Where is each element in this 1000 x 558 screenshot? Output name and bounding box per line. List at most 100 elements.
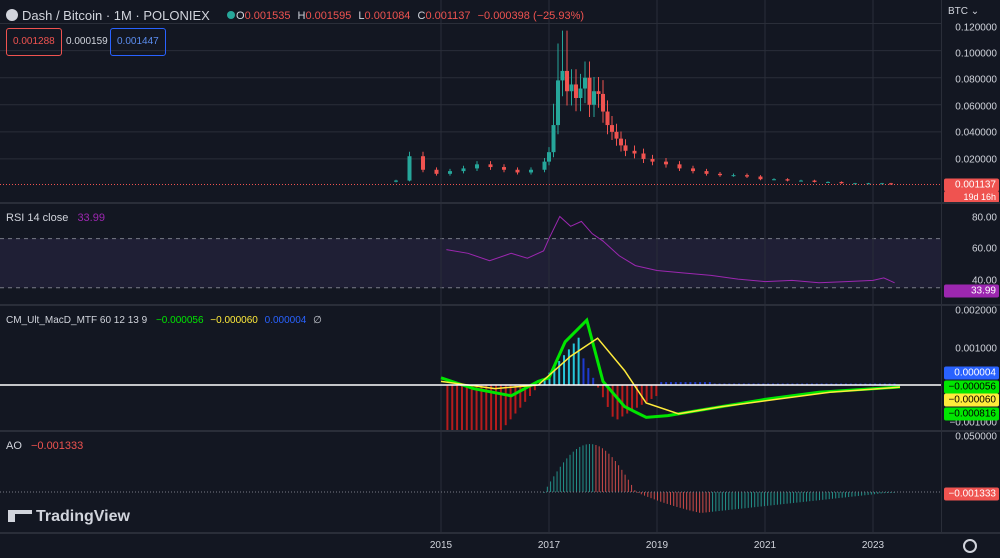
macd-histogram-bar [558, 361, 561, 385]
macd-histogram-bar [616, 385, 619, 420]
ao-histogram-bar [553, 476, 555, 492]
ao-histogram-bar [588, 444, 590, 492]
settings-gear-icon[interactable] [963, 539, 977, 553]
candle-body [758, 176, 763, 180]
open-value: 0.001535 [244, 10, 291, 22]
rsi-title: RSI 14 close [6, 212, 69, 224]
symbol-title[interactable]: Dash / Bitcoin · 1M · POLONIEX [6, 8, 236, 23]
macd-histogram-bar [490, 385, 493, 430]
ao-histogram-bar [669, 492, 671, 505]
currency-button[interactable]: BTC ⌄ [948, 6, 980, 17]
price-pane[interactable]: Dash / Bitcoin · 1M · POLONIEX O0.001535… [0, 0, 941, 202]
macd-histogram-bar [635, 385, 638, 408]
price-tick: 0.120000 [955, 22, 997, 34]
ao-histogram-bar [663, 492, 665, 503]
buy-price-button[interactable]: 0.001447 [110, 28, 166, 56]
time-tick: 2017 [537, 540, 561, 551]
macd-histogram-bar [543, 378, 546, 385]
rsi-legend[interactable]: RSI 14 close 33.99 [6, 212, 105, 224]
rsi-chart[interactable] [0, 204, 941, 304]
high-value: 0.001595 [305, 10, 352, 22]
candle-body [547, 152, 551, 162]
ao-histogram-bar [699, 492, 701, 513]
macd-histogram-bar [475, 385, 478, 430]
candle-body [772, 179, 776, 181]
ao-histogram-bar [767, 492, 769, 506]
ao-histogram-bar [857, 492, 859, 496]
macd-histogram-bar [533, 385, 536, 391]
ao-value: −0.001333 [30, 440, 84, 452]
ao-histogram-bar [851, 492, 853, 497]
ao-histogram-bar [592, 444, 594, 492]
ao-histogram-bar [725, 492, 727, 511]
price-axis[interactable]: BTC ⌄ 0.120000 0.100000 0.080000 0.06000… [941, 0, 1000, 202]
ao-histogram-bar [556, 471, 558, 492]
candle-body [785, 179, 790, 181]
tradingview-logo[interactable]: TradingView [8, 508, 130, 526]
ao-histogram-bar [757, 492, 759, 507]
ao-histogram-bar [776, 492, 778, 505]
rsi-pane[interactable]: RSI 14 close 33.99 [0, 204, 941, 304]
candle-body [623, 145, 628, 151]
rsi-tick: 80.00 [971, 212, 997, 224]
ao-histogram-bar [715, 492, 717, 512]
ao-legend[interactable]: AO −0.001333 [6, 440, 83, 452]
macd-histogram-bar [572, 343, 575, 385]
candle-body [718, 173, 722, 176]
ohlc-readout: O0.001535 H0.001595 L0.001084 C0.001137 … [236, 10, 585, 22]
ao-histogram-bar [621, 469, 623, 492]
signal-tag: −0.000060 [944, 393, 999, 407]
time-axis[interactable] [0, 534, 941, 558]
price-chart[interactable] [0, 0, 941, 202]
ao-histogram-bar [657, 492, 658, 501]
sell-price-button[interactable]: 0.001288 [6, 28, 62, 56]
tradingview-logo-icon [8, 510, 32, 522]
candle-body [704, 171, 709, 174]
candle-body [799, 180, 803, 182]
macd-pane[interactable]: CM_Ult_MacD_MTF 60 12 13 9 −0.000056 −0.… [0, 306, 941, 430]
candle-body [812, 180, 817, 182]
macd-tick: −0.001000 [949, 417, 997, 429]
pane-separator [0, 532, 1000, 534]
pane-separator[interactable] [0, 304, 1000, 306]
histogram-value: 0.000004 [264, 315, 307, 326]
pane-separator[interactable] [0, 202, 1000, 204]
macd-histogram-bar [689, 382, 692, 385]
ao-histogram-bar [601, 448, 603, 492]
ao-histogram-bar [835, 492, 837, 499]
macd-histogram-bar [495, 385, 497, 430]
ao-histogram-bar [712, 492, 714, 512]
macd-histogram-bar [621, 385, 624, 417]
candle-body [574, 84, 578, 98]
price-tick: 0.020000 [955, 154, 997, 166]
market-status-icon[interactable] [227, 11, 236, 19]
ao-histogram-bar [861, 492, 863, 496]
macd-legend[interactable]: CM_Ult_MacD_MTF 60 12 13 9 −0.000056 −0.… [6, 315, 322, 326]
ao-histogram-bar [618, 465, 620, 492]
ao-axis[interactable]: 0.050000 −0.001333 [941, 432, 1000, 532]
candle-body [475, 164, 479, 169]
rsi-tick: 60.00 [971, 243, 997, 255]
macd-histogram-bar [640, 385, 643, 405]
candle-body [745, 175, 749, 177]
macd-histogram-bar [509, 385, 512, 420]
macd-line [440, 317, 901, 419]
rsi-axis[interactable]: 80.00 60.00 40.00 33.99 [941, 204, 1000, 304]
ao-histogram-bar [585, 444, 587, 492]
macd-axis[interactable]: 0.002000 0.001000 −0.001000 0.000004 −0.… [941, 306, 1000, 430]
ao-histogram-bar [605, 450, 607, 492]
ao-histogram-bar [831, 492, 833, 499]
macd-histogram-bar [470, 385, 473, 430]
macd-histogram-bar [606, 385, 609, 407]
ao-histogram-bar [887, 492, 889, 493]
macd-histogram-bar [703, 382, 706, 385]
rsi-line [446, 215, 895, 284]
ao-histogram-bar [689, 492, 691, 511]
macd-chart[interactable] [0, 306, 941, 430]
ao-histogram-bar [598, 446, 600, 492]
ao-chart[interactable] [0, 432, 941, 532]
ao-pane[interactable]: AO −0.001333 TradingView [0, 432, 941, 532]
ao-histogram-bar [854, 492, 856, 497]
ao-histogram-bar [744, 492, 746, 509]
pane-separator[interactable] [0, 430, 1000, 432]
